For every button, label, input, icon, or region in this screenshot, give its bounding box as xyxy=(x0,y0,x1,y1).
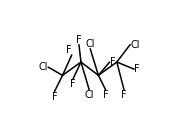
Text: Cl: Cl xyxy=(130,40,140,50)
Text: Cl: Cl xyxy=(39,62,48,72)
Text: F: F xyxy=(134,64,140,74)
Text: F: F xyxy=(103,90,108,100)
Text: F: F xyxy=(70,79,76,90)
Text: F: F xyxy=(66,45,72,55)
Text: F: F xyxy=(121,90,127,100)
Text: Cl: Cl xyxy=(84,90,94,100)
Text: F: F xyxy=(76,35,82,45)
Text: F: F xyxy=(52,92,57,102)
Text: F: F xyxy=(110,57,115,67)
Text: Cl: Cl xyxy=(85,39,95,49)
